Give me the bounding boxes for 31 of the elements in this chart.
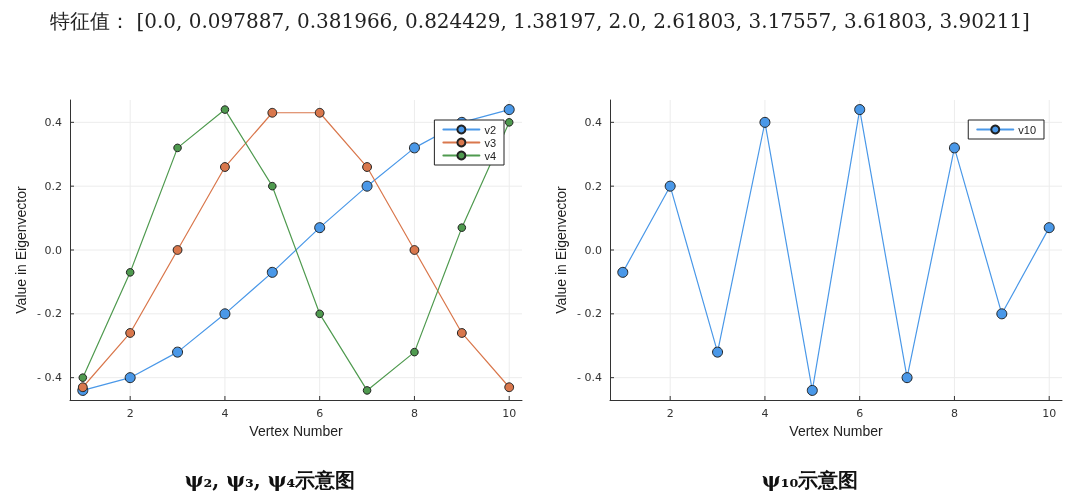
x-tick-label: 4	[221, 407, 229, 420]
y-tick-label: 0.0	[44, 243, 62, 257]
x-tick-label: 10	[1042, 407, 1057, 420]
y-tick-label: 0.0	[584, 243, 602, 257]
legend-label: v4	[484, 149, 497, 162]
x-tick-label: 8	[410, 407, 418, 420]
x-axis-title: Vertex Number	[789, 423, 884, 439]
x-tick-label: 6	[316, 407, 324, 420]
x-tick-label: 6	[856, 407, 864, 420]
y-tick-label: - 0.2	[37, 307, 62, 321]
legend-label: v3	[484, 136, 497, 149]
y-tick-label: - 0.2	[577, 307, 602, 321]
y-tick-label: - 0.4	[37, 371, 62, 385]
x-tick-label: 8	[950, 407, 958, 420]
text: ψ₂, ψ₃, ψ₄示意图	[184, 468, 356, 492]
y-axis-title: Value in Eigenvector	[13, 185, 29, 314]
x-tick-label: 4	[761, 407, 769, 420]
y-axis-title: Value in Eigenvector	[553, 185, 569, 314]
x-tick-label: 2	[126, 407, 134, 420]
text: ψ₁₀示意图	[761, 468, 859, 492]
text: 特征值： [0.0, 0.097887, 0.381966, 0.824429, 1.38197, 2.0, 2.61803, 3.17557, 3.61803, 3.90211]	[49, 8, 1031, 35]
y-tick-label: 0.2	[44, 179, 62, 193]
x-tick-label: 10	[502, 407, 517, 420]
y-tick-label: 0.4	[44, 115, 62, 129]
x-tick-label: 2	[666, 407, 674, 420]
legend-label: v10	[1018, 123, 1037, 136]
x-axis-title: Vertex Number	[249, 423, 344, 439]
y-tick-label: 0.4	[584, 115, 602, 129]
y-tick-label: 0.2	[584, 179, 602, 193]
legend-label: v2	[484, 123, 497, 136]
y-tick-label: - 0.4	[577, 371, 602, 385]
